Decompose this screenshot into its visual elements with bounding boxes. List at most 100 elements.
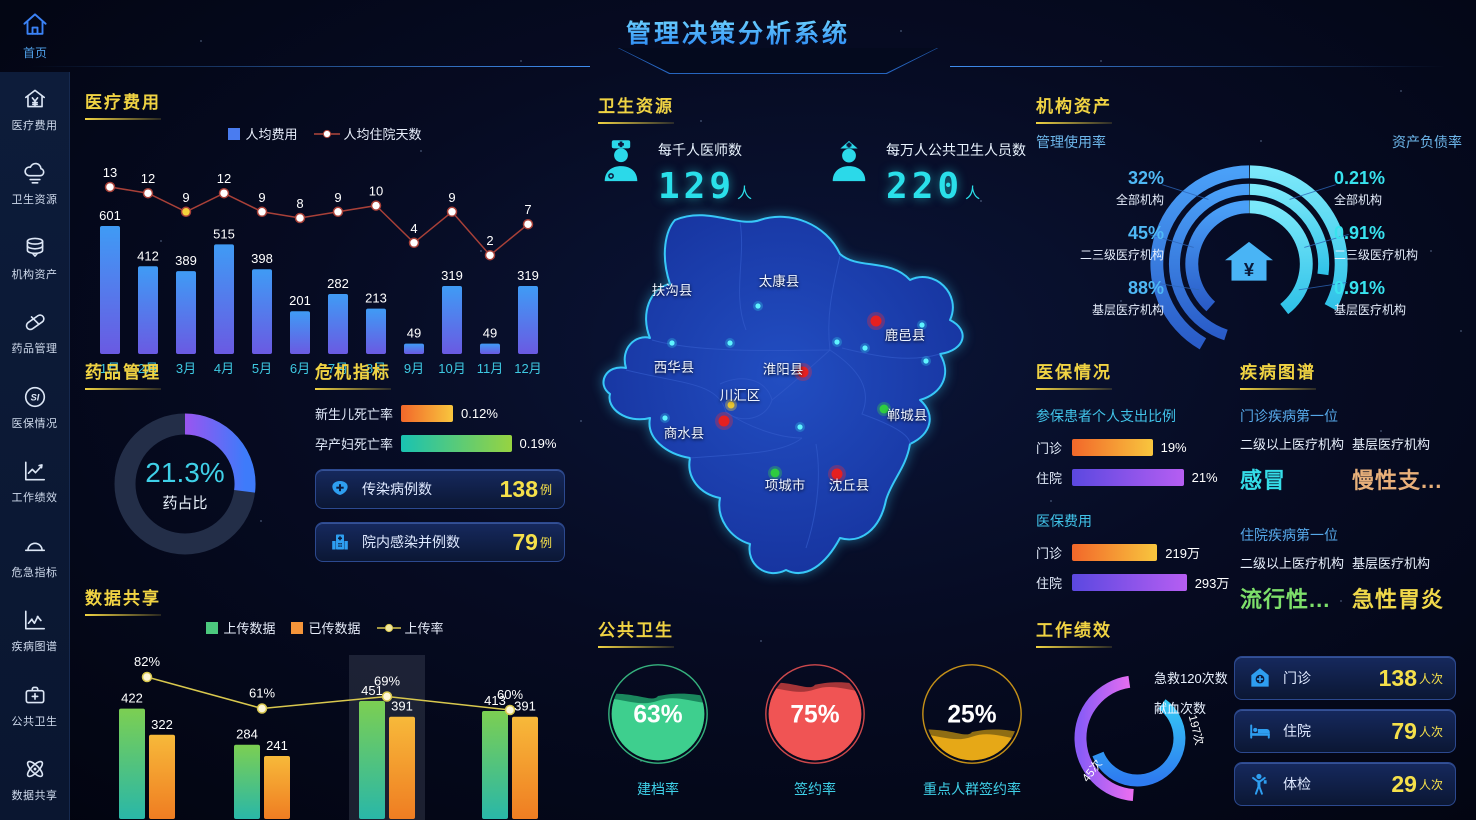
map-dot-cyan[interactable]	[862, 345, 868, 351]
map-dot-cyan[interactable]	[834, 339, 840, 345]
map-dot-cyan[interactable]	[923, 358, 929, 364]
legend-item[interactable]: 上传数据	[206, 618, 275, 637]
sidebar-item-label: 疾病图谱	[11, 641, 58, 654]
insurance-bar-value: 21%	[1191, 470, 1218, 485]
bar-transferred	[149, 734, 175, 819]
bar-value	[442, 286, 462, 354]
disease-org: 二级以上医疗机构	[1240, 437, 1345, 452]
health-resource-stats: 每千人医师数 129 人每万人公共卫生人员数 220 人	[598, 138, 1032, 207]
crisis-bar-value: 0.12%	[461, 406, 498, 421]
svg-text:82%: 82%	[134, 654, 160, 669]
svg-text:451: 451	[361, 683, 383, 698]
bar-upload	[119, 708, 145, 819]
insurance-bar-row: 门诊 219万	[1036, 543, 1232, 562]
sidebar-item-critical-indicator[interactable]: 危急指标	[0, 519, 69, 594]
performance-cards: 门诊 138 人次 住院 79 人次 体检 29 人次	[1234, 650, 1456, 820]
org-left-labels: 32% 全部机构 45% 二三级医疗机构 88% 基层医疗机构	[1036, 168, 1164, 333]
disease-col: 二级以上医疗机构 感冒	[1240, 434, 1352, 495]
svg-text:69%: 69%	[374, 674, 400, 689]
panel-org-asset: 机构资产 管理使用率 资产负债率 ¥ 32% 全部机构 45% 二三级医疗机构 88% 基…	[1036, 92, 1462, 350]
svg-text:2: 2	[486, 233, 493, 248]
crisis-bar	[401, 435, 512, 452]
svg-text:515: 515	[213, 226, 235, 241]
performance-legend-item: 急救120次数	[1154, 671, 1228, 686]
sidebar-item-health-resource[interactable]: 卫生资源	[0, 147, 69, 222]
line-point	[256, 206, 268, 218]
map-dot-red[interactable]	[831, 468, 843, 480]
sidebar-item-home[interactable]: 首页	[0, 10, 70, 62]
legend-item[interactable]: 人均费用	[228, 124, 298, 143]
svg-text:10月: 10月	[438, 361, 465, 376]
map-dot-red[interactable]	[870, 315, 882, 327]
sidebar-item-disease-map[interactable]: 疾病图谱	[0, 594, 69, 669]
svg-text:5月: 5月	[252, 361, 272, 376]
sidebar-item-data-share[interactable]: 数据共享	[0, 743, 69, 818]
panel-title-insurance: 医保情况	[1036, 358, 1112, 390]
org-asset-rings[interactable]: ¥ 32% 全部机构 45% 二三级医疗机构 88% 基层医疗机构 0.21% 全部机构 0.…	[1036, 146, 1462, 358]
data-share-chart[interactable]: 42228445141332224139139182%61%69%60%数据总量…	[85, 643, 565, 820]
legend-item[interactable]: 上传率	[376, 618, 444, 637]
map-dot-green[interactable]	[879, 404, 889, 414]
svg-text:389: 389	[175, 253, 197, 268]
panel-title-drug-mgmt: 药品管理	[85, 358, 161, 390]
public-health-gauges: 63% 建档率 75% 签约率 25% 重点人群签约率	[598, 662, 1032, 799]
map-dot-cyan[interactable]	[755, 303, 761, 309]
legend-item[interactable]: 人均住院天数	[313, 124, 422, 143]
sidebar-item-insurance[interactable]: SI 医保情况	[0, 370, 69, 445]
map-dot-cyan[interactable]	[797, 424, 803, 430]
map-dot-cyan[interactable]	[727, 340, 733, 346]
map-dot-yellow[interactable]	[727, 401, 735, 409]
svg-text:1月: 1月	[100, 361, 120, 376]
map-label[interactable]: 郸城县	[887, 408, 928, 423]
title-banner	[618, 48, 938, 74]
svg-text:601: 601	[99, 208, 121, 223]
org-right-item: 0.21% 全部机构	[1334, 168, 1462, 208]
map-label[interactable]: 西华县	[654, 360, 695, 375]
liquid-gauge[interactable]: 63% 建档率	[606, 662, 710, 799]
disease-col: 基层医疗机构 急性胃炎	[1352, 553, 1464, 614]
svg-text:3月: 3月	[176, 361, 196, 376]
map-dot-cyan[interactable]	[662, 415, 668, 421]
performance-ring-chart[interactable]: 45次 197次 急救120次数 献血次数	[1036, 650, 1276, 820]
region-map[interactable]: 扶沟县 太康县西华县 淮阳县 川汇区商水县 鹿邑县郸城县项城市 沈丘县	[590, 198, 1030, 598]
insurance-bar	[1072, 574, 1187, 591]
map-dot-cyan[interactable]	[669, 340, 675, 346]
map-dot-red[interactable]	[718, 415, 730, 427]
sidebar-item-drug-mgmt[interactable]: 药品管理	[0, 296, 69, 371]
liquid-gauge[interactable]: 25% 重点人群签约率	[920, 662, 1024, 799]
bar-value	[366, 308, 386, 354]
svg-text:12月: 12月	[514, 361, 541, 376]
map-label[interactable]: 鹿邑县	[885, 327, 926, 343]
svg-text:63%: 63%	[633, 702, 682, 729]
sidebar-item-medical-cost[interactable]: 医疗费用	[0, 72, 69, 147]
bar-upload	[482, 710, 508, 819]
map-label[interactable]: 川汇区	[720, 388, 761, 403]
map-dot-green[interactable]	[770, 468, 780, 478]
sidebar-item-public-health[interactable]: 公共卫生	[0, 668, 69, 743]
line-point	[504, 704, 516, 716]
map-label[interactable]: 淮阳县	[763, 362, 804, 377]
liquid-gauge[interactable]: 75% 签约率	[763, 662, 867, 799]
medical-cost-chart[interactable]: 601 1月 412 2月 389 3月 515 4月 398 5月 201 6月 282 7月 213 8月…	[85, 149, 565, 390]
crisis-card-label: 传染病例数	[362, 481, 432, 497]
org-left-item: 32% 全部机构	[1036, 168, 1164, 208]
svg-text:197次: 197次	[1186, 713, 1207, 747]
map-label[interactable]: 沈丘县	[829, 478, 870, 493]
bar-value	[404, 343, 424, 354]
sidebar-item-performance[interactable]: 工作绩效	[0, 445, 69, 520]
insurance-bar-label: 门诊	[1036, 546, 1063, 561]
legend-item[interactable]: 已传数据	[291, 618, 361, 637]
drug-ratio-donut-chart[interactable]: 21.3% 药占比	[85, 392, 315, 577]
panel-data-share: 数据共享 上传数据 已传数据 上传率 422 284 451 413 322 241 391 39…	[85, 584, 565, 820]
map-label[interactable]: 商水县	[664, 426, 705, 441]
map-label[interactable]: 项城市	[765, 477, 806, 493]
map-label[interactable]: 扶沟县	[652, 283, 693, 298]
mask-icon	[332, 481, 348, 495]
sidebar-item-org-asset[interactable]: 机构资产	[0, 221, 69, 296]
map-dot-cyan[interactable]	[919, 322, 925, 328]
bar-value	[328, 293, 348, 354]
map-label[interactable]: 太康县	[759, 273, 800, 289]
svg-text:322: 322	[151, 717, 173, 732]
org-label: 基层医疗机构	[1334, 303, 1407, 317]
map-dot-red[interactable]	[797, 366, 809, 378]
